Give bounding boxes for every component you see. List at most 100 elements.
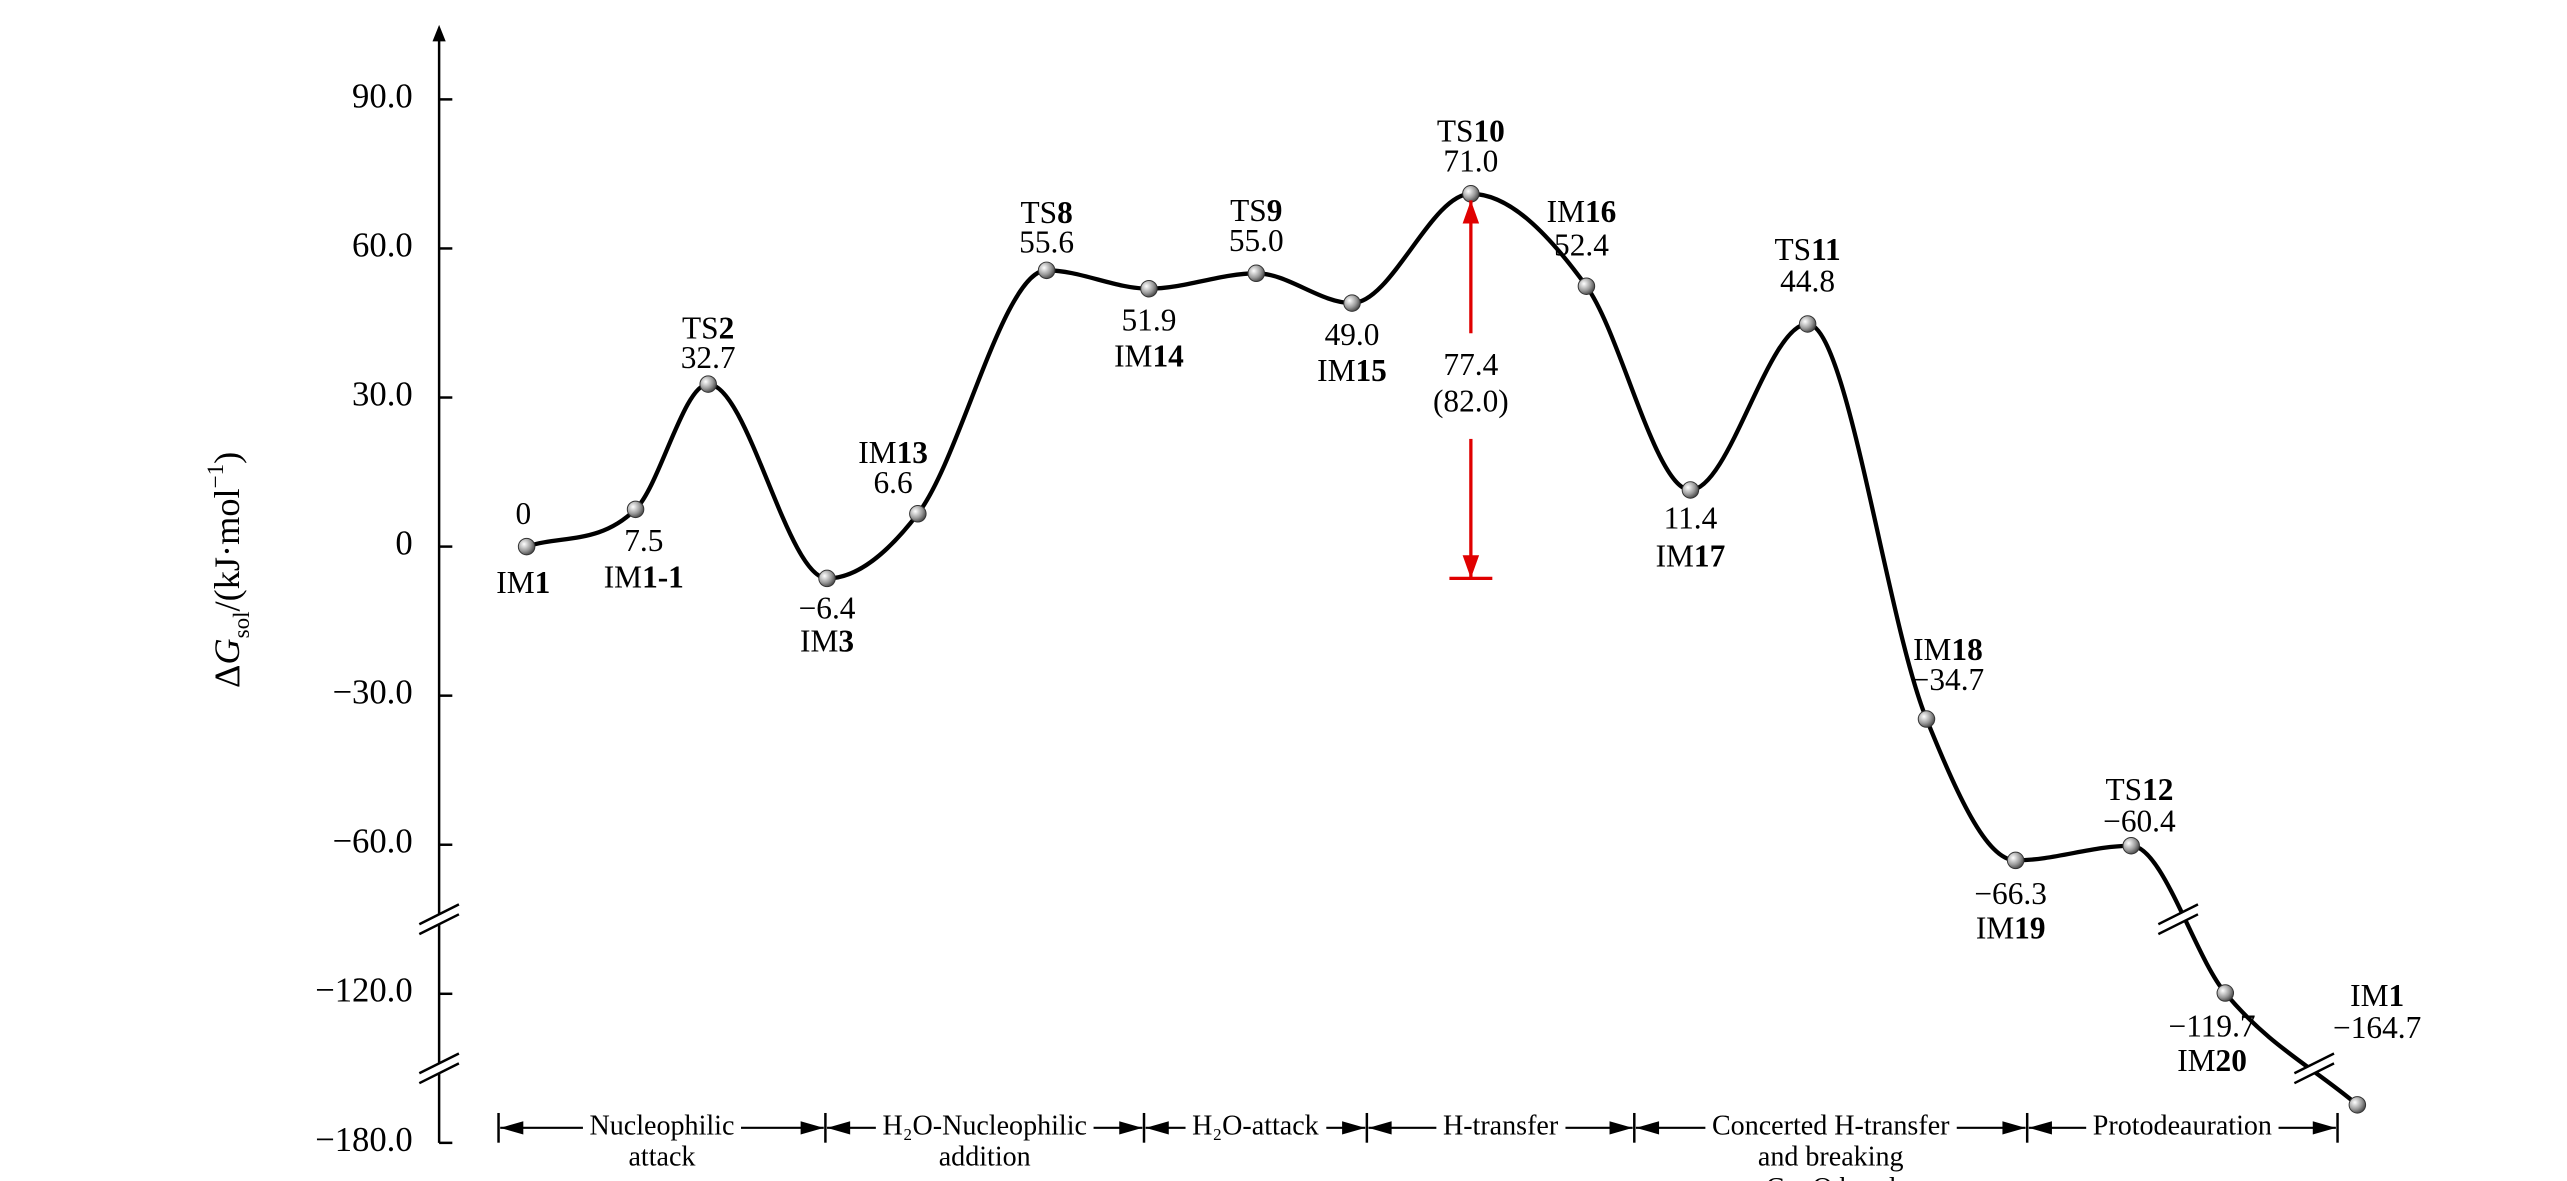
stage-label: H₂O-Nucleophilic (882, 1110, 1086, 1141)
point-value: −119.7 (2169, 1009, 2256, 1044)
y-tick-label: −60.0 (332, 823, 412, 861)
stage-arrowhead (1635, 1121, 1660, 1135)
point-name: TS9 (1230, 193, 1282, 228)
y-tick-label: 0 (395, 525, 412, 563)
point-name: TS10 (1437, 114, 1505, 149)
point-name: IM1 (2350, 978, 2404, 1013)
point-marker (1343, 294, 1361, 312)
stage-arrowhead (2028, 1121, 2052, 1135)
point-value: 11.4 (1664, 501, 1718, 536)
barrier-arrowhead (1462, 200, 1480, 224)
point-value: 0 (515, 496, 531, 531)
point-value: 32.7 (681, 340, 736, 375)
point-marker (1577, 277, 1596, 295)
point-name: IM17 (1656, 538, 1726, 573)
point-value: −164.7 (2333, 1010, 2421, 1045)
point-name: IM19 (1976, 911, 2046, 946)
stage-label-bg (1185, 1114, 1327, 1142)
point-value: 7.5 (624, 523, 663, 558)
stage-arrowhead (2312, 1121, 2336, 1135)
y-tick-label: −30.0 (332, 674, 412, 712)
point-marker (1798, 315, 1817, 333)
y-tick-label: 90.0 (352, 77, 413, 115)
stage-label-bg (875, 1114, 1094, 1142)
barrier-value: 77.4 (1443, 347, 1498, 382)
stage-label: Concerted H-transfer (1712, 1110, 1950, 1141)
point-name: IM15 (1317, 353, 1387, 388)
stage-arrowhead (800, 1121, 824, 1135)
point-value: 44.8 (1780, 264, 1835, 299)
stage-arrowhead (1145, 1121, 1169, 1135)
axis-break-gap (419, 1053, 459, 1084)
point-marker (2348, 1096, 2367, 1114)
point-value: 6.6 (873, 465, 912, 500)
point-name: TS12 (2105, 772, 2173, 807)
point-marker (909, 505, 927, 523)
point-marker (2122, 836, 2140, 855)
stage-arrowhead (500, 1121, 524, 1135)
point-value: −34.7 (1912, 662, 1985, 697)
point-name: IM14 (1114, 339, 1184, 374)
point-value: 71.0 (1443, 143, 1498, 178)
stage-label: C—O bond (1766, 1173, 1896, 1181)
point-value: −60.4 (2103, 803, 2176, 838)
stage-arrowhead (1342, 1121, 1366, 1135)
stage-label: Protodeauration (2093, 1110, 2272, 1141)
point-marker (517, 537, 536, 556)
point-name: IM1 (496, 565, 550, 600)
point-value: 49.0 (1325, 317, 1380, 352)
point-marker (1681, 481, 1700, 499)
point-name: TS8 (1020, 195, 1072, 230)
point-marker (1917, 710, 1936, 728)
stage-label-bg (1705, 1114, 1957, 1142)
stage-arrowhead (827, 1121, 851, 1135)
y-tick-label: 60.0 (352, 226, 413, 264)
point-name: IM20 (2177, 1043, 2247, 1078)
y-tick-label: −180.0 (315, 1121, 413, 1159)
point-marker (1037, 261, 1056, 280)
stage-label: H-transfer (1443, 1110, 1559, 1141)
point-name: TS2 (682, 310, 734, 345)
stage-label-bg (582, 1114, 742, 1142)
stage-arrowhead (1609, 1121, 1633, 1135)
axis-break-gap (419, 904, 459, 935)
barrier-arrowhead (1462, 555, 1480, 579)
point-marker (626, 500, 645, 519)
curve-break (2293, 1062, 2335, 1085)
stage-label: addition (939, 1142, 1031, 1173)
point-marker (2216, 984, 2235, 1002)
point-name: IM16 (1547, 194, 1617, 229)
y-axis-arrow (432, 24, 446, 42)
curve-break (2157, 903, 2199, 926)
point-marker (818, 569, 836, 588)
point-value: 51.9 (1122, 303, 1177, 338)
point-name: IM1-1 (604, 560, 684, 595)
axis-break (418, 1052, 460, 1075)
stage-label: and breaking (1758, 1142, 1904, 1173)
stage-label: Nucleophilic (590, 1110, 735, 1141)
barrier-label-bg (1421, 333, 1521, 439)
stage-label-bg (1436, 1114, 1566, 1142)
stage-label-bg (2086, 1114, 2279, 1142)
stage-label: attack (628, 1142, 696, 1173)
axis-break (418, 913, 460, 936)
curve-break-gap (2294, 1053, 2335, 1084)
curve-break (2157, 913, 2199, 936)
point-name: TS11 (1775, 232, 1841, 267)
point-marker (699, 375, 717, 393)
y-tick-label: 30.0 (352, 375, 413, 413)
point-value: 52.4 (1554, 227, 1609, 262)
barrier-note: (82.0) (1433, 383, 1509, 418)
point-marker (2006, 851, 2025, 870)
point-name: IM3 (800, 624, 854, 659)
point-name: IM13 (858, 435, 928, 470)
point-value: −66.3 (1974, 876, 2047, 911)
point-value: −6.4 (799, 591, 856, 626)
curve-break-gap (2158, 904, 2198, 935)
axis-break (418, 1062, 460, 1085)
point-name: IM18 (1913, 632, 1983, 667)
curve-break (2293, 1052, 2335, 1075)
y-axis-title: ΔGsol/(kJ·mol−1) (202, 452, 254, 688)
y-tick-label: −120.0 (315, 972, 413, 1010)
